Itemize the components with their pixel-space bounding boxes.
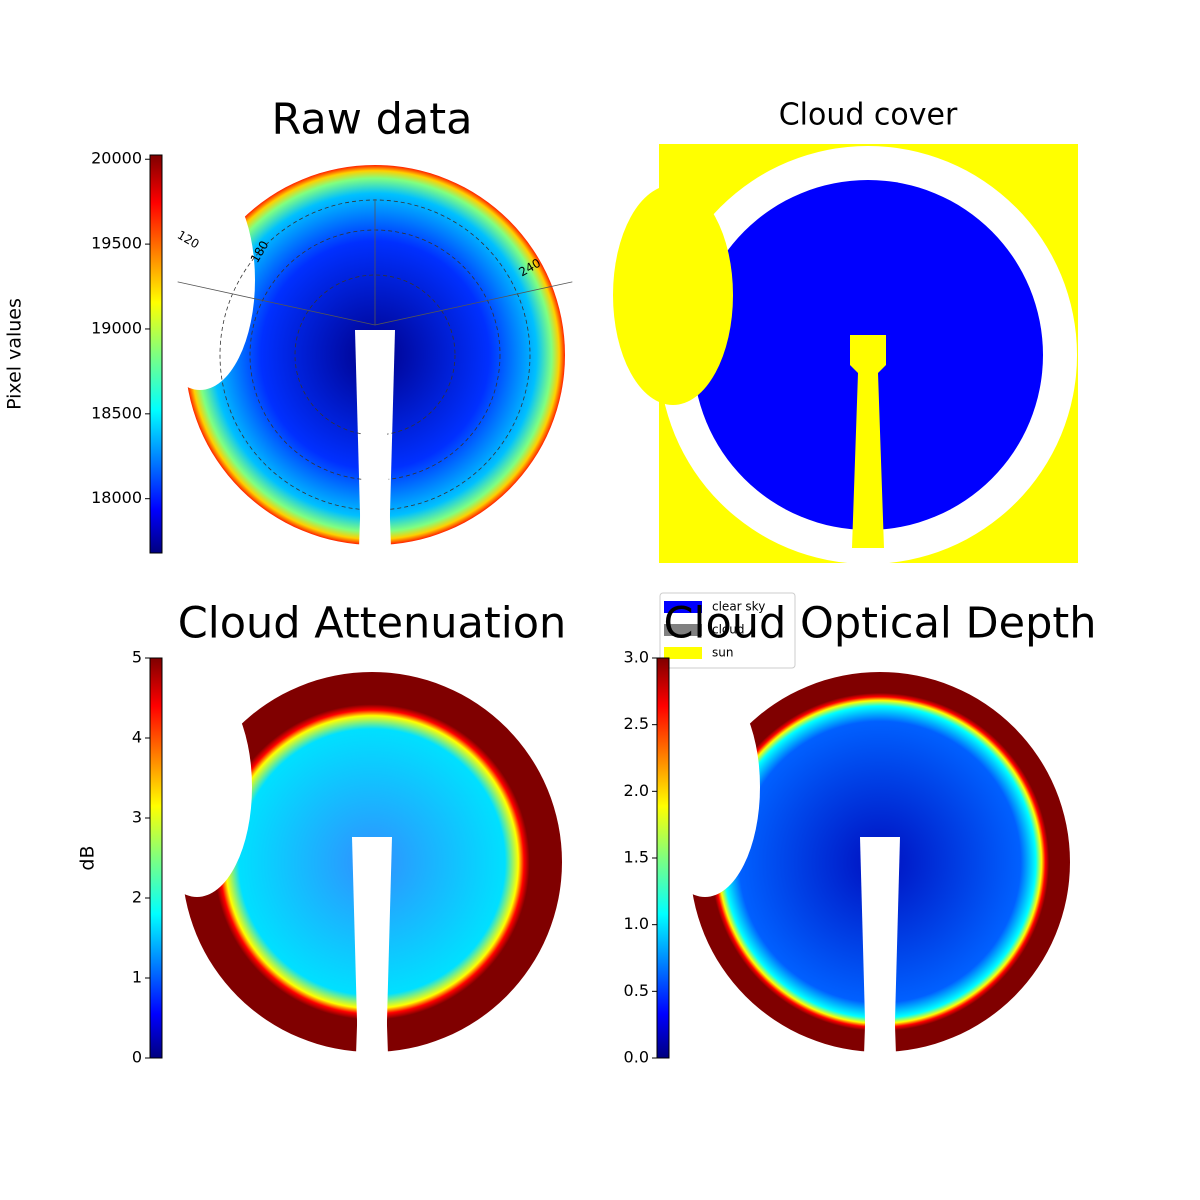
tick-label: 1.5 (624, 848, 649, 867)
panel-title: Cloud Optical Depth (663, 599, 1096, 649)
colorbar-label: dB (77, 845, 99, 870)
tick-label: 1 (132, 968, 142, 987)
panel-title: Cloud Attenuation (178, 599, 567, 649)
colorbar (656, 657, 670, 1059)
panel-title: Raw data (272, 95, 473, 145)
colorbar (149, 657, 163, 1059)
tick-label: 0.0 (624, 1048, 649, 1067)
legend-label: clear sky (712, 600, 765, 614)
tick-label: 19000 (91, 318, 142, 337)
mast (357, 335, 393, 548)
tick-label: 1.0 (624, 914, 649, 933)
tick-label: 18500 (91, 403, 142, 422)
azimuth-line (177, 281, 376, 326)
legend-swatch (664, 647, 702, 659)
mast (850, 335, 886, 548)
obstruction (142, 677, 252, 897)
legend-swatch (664, 624, 702, 636)
colorbar (149, 154, 163, 554)
mast (862, 842, 898, 1055)
tick-label: 0 (132, 1048, 142, 1067)
tick-label: 20000 (91, 149, 142, 168)
legend-label: sun (712, 646, 733, 660)
tick-label: 18000 (91, 488, 142, 507)
obstruction (145, 170, 255, 390)
tick-label: 5 (132, 648, 142, 667)
panel: 120 1802401800018500190001950020000Pixel … (4, 149, 573, 554)
legend: clear sky cloud sun (659, 592, 796, 669)
legend-label: cloud (712, 623, 745, 637)
tick-label: 2.5 (624, 714, 649, 733)
zenith-circle (294, 274, 456, 436)
tick-label: 3 (132, 808, 142, 827)
panel: 0 1 2 3 4 5 dB (77, 648, 562, 1067)
tick-label: 3.0 (624, 648, 649, 667)
panel-title: Cloud cover (779, 98, 958, 133)
tick-label: 0.5 (624, 981, 649, 1000)
legend-swatch (664, 601, 702, 613)
panel: 0.0 0.5 1.0 1.5 2.0 2.5 3.0 (624, 648, 1070, 1067)
tick-label: 2 (132, 888, 142, 907)
colorbar-label: Pixel values (4, 298, 26, 410)
obstruction (650, 677, 760, 897)
obstruction (613, 185, 733, 405)
tick-label: 2.0 (624, 781, 649, 800)
tick-label: 19500 (91, 234, 142, 253)
tick-label: 4 (132, 728, 142, 747)
azimuth-line (374, 281, 573, 326)
panel: clear sky cloud sun (613, 144, 1078, 669)
mast (354, 842, 390, 1055)
